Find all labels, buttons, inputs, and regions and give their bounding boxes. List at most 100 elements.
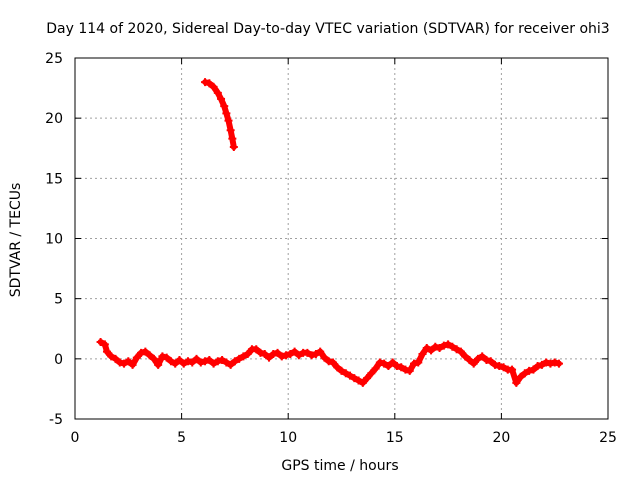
series-arc-low xyxy=(96,337,563,387)
data-point xyxy=(427,346,436,355)
data-point xyxy=(435,344,444,353)
data-point xyxy=(316,347,325,356)
data-point xyxy=(491,360,500,369)
data-point xyxy=(384,362,393,371)
data-point xyxy=(358,378,367,387)
data-point xyxy=(222,109,231,118)
data-point xyxy=(456,347,465,356)
data-point xyxy=(533,362,542,371)
data-point xyxy=(222,358,231,367)
x-tick-label: 15 xyxy=(386,430,404,446)
data-point xyxy=(224,116,233,125)
data-point xyxy=(132,353,141,362)
data-point xyxy=(525,366,534,375)
data-point xyxy=(120,359,129,368)
data-point xyxy=(363,374,372,383)
data-point xyxy=(448,342,457,351)
data-point xyxy=(439,341,448,350)
data-point xyxy=(320,353,329,362)
data-point xyxy=(354,376,363,385)
data-point xyxy=(367,369,376,378)
data-point xyxy=(482,356,491,365)
data-point xyxy=(461,352,470,361)
data-series xyxy=(96,78,563,387)
data-point xyxy=(346,371,355,380)
data-point xyxy=(495,362,504,371)
data-point xyxy=(128,360,137,369)
data-point xyxy=(217,94,226,103)
y-tick-label: 20 xyxy=(45,111,63,127)
data-point xyxy=(392,362,401,371)
grid xyxy=(75,58,608,419)
data-point xyxy=(171,359,180,368)
data-point xyxy=(520,369,529,378)
data-point xyxy=(388,358,397,367)
data-point xyxy=(290,347,299,356)
data-point xyxy=(499,363,508,372)
data-point xyxy=(409,359,418,368)
data-point xyxy=(282,351,291,360)
data-point xyxy=(111,354,120,363)
data-point xyxy=(337,366,346,375)
data-point xyxy=(192,354,201,363)
data-point xyxy=(256,348,265,357)
data-point xyxy=(486,357,495,366)
data-point xyxy=(371,364,380,373)
data-point xyxy=(188,358,197,367)
data-point xyxy=(183,357,192,366)
data-point xyxy=(269,350,278,359)
data-point xyxy=(175,356,184,365)
data-point xyxy=(145,351,154,360)
data-point xyxy=(311,350,320,359)
data-point xyxy=(405,366,414,375)
data-point xyxy=(213,88,222,97)
data-point xyxy=(260,350,269,359)
data-point xyxy=(546,359,555,368)
data-point xyxy=(230,357,239,366)
data-point xyxy=(307,351,316,360)
x-axis-label: GPS time / hours xyxy=(281,458,398,474)
data-point xyxy=(229,143,238,152)
data-point xyxy=(226,360,235,369)
data-point xyxy=(115,358,124,367)
data-point xyxy=(226,126,235,135)
data-point xyxy=(96,337,105,346)
data-point xyxy=(554,359,563,368)
data-point xyxy=(158,352,167,361)
data-point xyxy=(333,363,342,372)
data-point xyxy=(102,347,111,356)
data-point xyxy=(341,369,350,378)
data-point xyxy=(550,358,559,367)
x-tick-label: 25 xyxy=(599,430,617,446)
data-point xyxy=(324,357,333,366)
data-point xyxy=(100,340,109,349)
data-point xyxy=(401,365,410,374)
data-point xyxy=(465,356,474,365)
data-point xyxy=(380,359,389,368)
data-point xyxy=(414,358,423,367)
data-point xyxy=(239,352,248,361)
data-point xyxy=(529,365,538,374)
data-point xyxy=(375,358,384,367)
data-point xyxy=(235,354,244,363)
data-point xyxy=(201,78,210,87)
data-point xyxy=(273,348,282,357)
data-point xyxy=(166,357,175,366)
chart-title: Day 114 of 2020, Sidereal Day-to-day VTE… xyxy=(46,21,609,37)
data-point xyxy=(277,352,286,361)
data-point xyxy=(137,348,146,357)
x-tick-label: 10 xyxy=(279,430,297,446)
data-point xyxy=(201,357,210,366)
y-tick-label: 25 xyxy=(45,51,63,67)
series-arc-high xyxy=(201,78,238,152)
data-point xyxy=(537,360,546,369)
x-tick-label: 20 xyxy=(492,430,510,446)
x-tick-label: 5 xyxy=(177,430,186,446)
data-point xyxy=(162,353,171,362)
data-point xyxy=(196,358,205,367)
y-tick-label: 0 xyxy=(54,352,63,368)
y-tick-label: 10 xyxy=(45,232,63,248)
data-point xyxy=(469,359,478,368)
data-point xyxy=(141,347,150,356)
